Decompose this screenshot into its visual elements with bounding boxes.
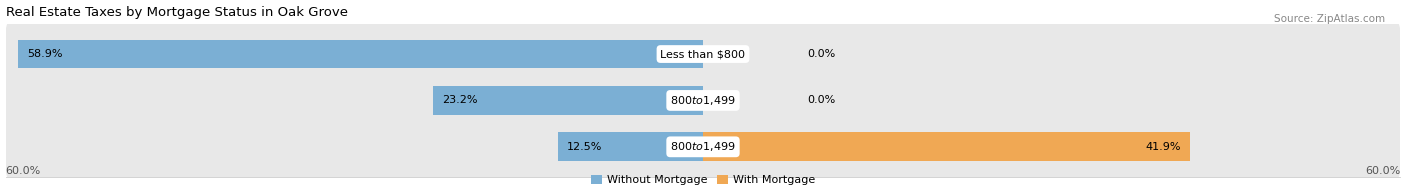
Bar	[18, 40, 703, 68]
Text: 0.0%: 0.0%	[807, 49, 835, 59]
Bar	[703, 132, 1189, 161]
FancyBboxPatch shape	[6, 69, 1400, 132]
FancyBboxPatch shape	[6, 22, 1400, 86]
Legend: Without Mortgage, With Mortgage: Without Mortgage, With Mortgage	[586, 171, 820, 190]
Text: 60.0%: 60.0%	[1365, 166, 1400, 176]
Bar	[558, 132, 703, 161]
Text: 60.0%: 60.0%	[6, 166, 41, 176]
Text: Source: ZipAtlas.com: Source: ZipAtlas.com	[1274, 14, 1385, 24]
Bar	[433, 86, 703, 115]
Text: 58.9%: 58.9%	[28, 49, 63, 59]
Text: Less than $800: Less than $800	[661, 49, 745, 59]
Text: Real Estate Taxes by Mortgage Status in Oak Grove: Real Estate Taxes by Mortgage Status in …	[6, 5, 347, 19]
Text: $800 to $1,499: $800 to $1,499	[671, 94, 735, 107]
Text: 23.2%: 23.2%	[443, 95, 478, 105]
Text: 12.5%: 12.5%	[567, 142, 602, 152]
FancyBboxPatch shape	[6, 115, 1400, 178]
Text: 0.0%: 0.0%	[807, 95, 835, 105]
Text: 41.9%: 41.9%	[1146, 142, 1181, 152]
Text: $800 to $1,499: $800 to $1,499	[671, 140, 735, 153]
